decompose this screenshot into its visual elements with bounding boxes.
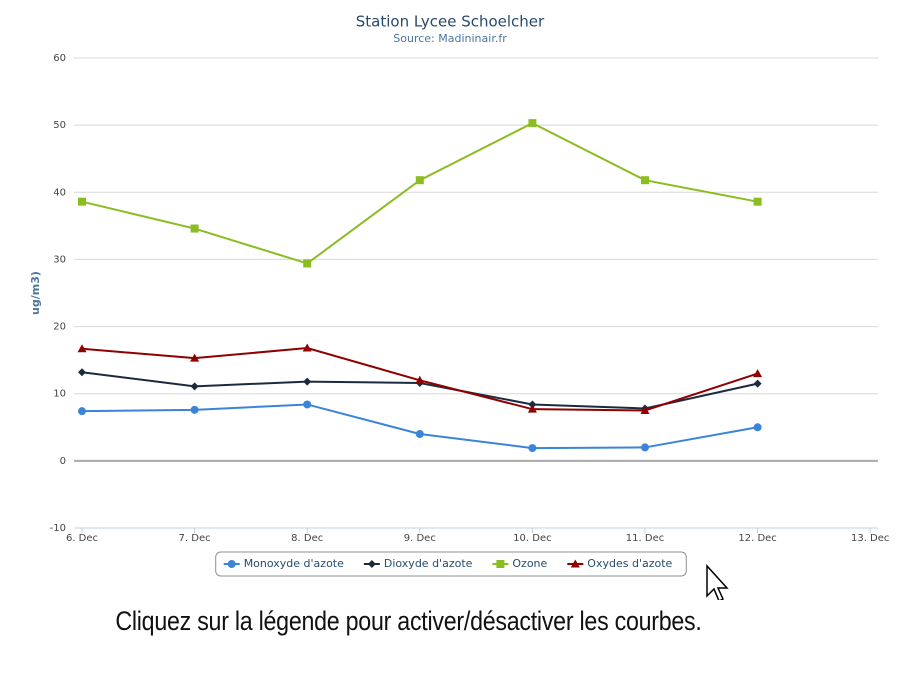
y-axis-label: ug/m3) — [29, 271, 42, 315]
marker — [78, 407, 86, 416]
marker — [753, 423, 762, 432]
marker — [415, 375, 425, 384]
marker — [496, 560, 505, 568]
marker — [415, 176, 424, 185]
marker — [753, 369, 763, 378]
x-tick-label: 11. Dec — [626, 533, 664, 544]
marker — [641, 176, 649, 185]
legend-item[interactable]: Ozone — [492, 557, 548, 570]
y-tick-label: 10 — [53, 389, 66, 400]
y-tick-label: 60 — [53, 53, 66, 64]
legend-label: Dioxyde d'azote — [384, 557, 473, 570]
x-tick-label: 8. Dec — [291, 533, 323, 544]
marker — [640, 406, 650, 414]
marker — [528, 444, 537, 453]
line — [81, 403, 758, 450]
y-tick-label: 40 — [53, 187, 66, 198]
x-tick-label: 7. Dec — [179, 533, 211, 544]
marker — [303, 259, 312, 268]
series — [77, 343, 763, 414]
marker — [753, 379, 762, 388]
marker — [78, 197, 86, 206]
marker — [190, 382, 199, 391]
marker — [570, 559, 580, 568]
chart: Station Lycee Schoelcher Source: Madinin… — [29, 13, 889, 603]
y-tick-label: 50 — [53, 120, 66, 131]
y-tick-label: -10 — [50, 523, 66, 534]
marker — [367, 560, 376, 568]
y-tick-label: 20 — [53, 322, 66, 333]
legend-label: Oxydes d'azote — [587, 557, 672, 570]
legend-box — [215, 551, 687, 577]
marker — [303, 377, 312, 386]
x-tick-label: 12. Dec — [738, 533, 776, 544]
marker — [528, 119, 537, 128]
marker — [77, 344, 87, 353]
cursor — [706, 564, 729, 603]
marker — [303, 400, 312, 409]
x-tick-label: 13. Dec — [851, 533, 889, 544]
marker — [527, 404, 537, 413]
marker — [302, 343, 312, 352]
marker — [528, 400, 537, 409]
marker — [227, 560, 236, 568]
legend-label: Monoxyde d'azote — [244, 557, 344, 570]
y-tick-label: 0 — [60, 456, 66, 467]
marker — [753, 197, 762, 206]
legend-label: Ozone — [512, 557, 547, 570]
legend-item[interactable]: Monoxyde d'azote — [223, 557, 344, 570]
marker — [78, 368, 86, 377]
x-tick-label: 6. Dec — [66, 533, 98, 544]
marker — [190, 224, 199, 233]
caption: Cliquez sur la légende pour activer/désa… — [115, 606, 702, 636]
x-tick-label: 9. Dec — [404, 533, 436, 544]
marker — [190, 353, 200, 362]
chart-title: Station Lycee Schoelcher — [356, 13, 545, 31]
legend-item[interactable]: Oxydes d'azote — [567, 557, 673, 570]
series — [78, 119, 762, 268]
legend: Monoxyde d'azote Dioxyde d'azote Ozone Oxyd… — [215, 551, 687, 577]
chart-subtitle: Source: Madininair.fr — [393, 32, 507, 45]
marker — [641, 443, 649, 452]
x-tick-label: 10. Dec — [513, 533, 551, 544]
marker — [190, 405, 199, 414]
line — [81, 122, 758, 265]
marker — [415, 430, 424, 438]
legend-item[interactable]: Dioxyde d'azote — [363, 557, 473, 570]
series — [78, 400, 762, 453]
y-tick-label: 30 — [53, 254, 66, 265]
